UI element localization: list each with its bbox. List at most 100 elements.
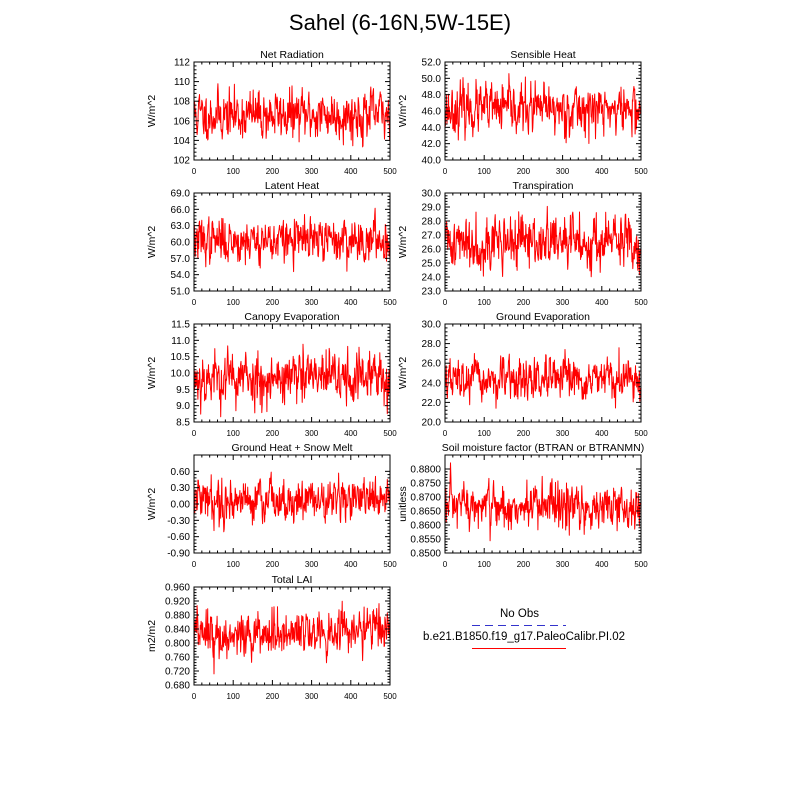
y-tick-label: 112 [174, 58, 190, 69]
y-axis-label: m2/m2 [146, 620, 158, 652]
series-line [444, 73, 642, 144]
x-tick-label: 100 [227, 298, 241, 307]
x-tick-label: 300 [556, 167, 570, 176]
y-tick-label: 0.30 [171, 483, 191, 494]
y-tick-label: 30.0 [422, 189, 442, 200]
y-tick-label: 30.0 [422, 320, 442, 331]
panel-title: Total LAI [272, 574, 313, 586]
y-tick-label: 60.0 [171, 238, 191, 249]
y-tick-label: 46.0 [422, 107, 442, 118]
panel-2: Sensible Heat W/m^2 0 100 200 300 400 500 40.0 42… [397, 49, 648, 176]
panel-title: Transpiration [513, 180, 574, 192]
y-tick-label: 108 [173, 97, 190, 108]
x-tick-label: 0 [192, 560, 197, 569]
x-tick-label: 200 [266, 692, 280, 701]
y-tick-label: 106 [173, 116, 190, 127]
x-tick-label: 500 [383, 298, 397, 307]
y-tick-label: 26.0 [422, 245, 442, 256]
x-tick-label: 400 [595, 167, 609, 176]
x-tick-label: 500 [383, 167, 397, 176]
y-tick-label: 28.0 [422, 339, 442, 350]
y-axis-label: W/m^2 [397, 357, 409, 390]
y-tick-label: 29.0 [422, 203, 442, 214]
y-axis-label: W/m^2 [397, 226, 409, 259]
y-axis-label: unitless [397, 486, 409, 522]
legend-model-line [472, 648, 566, 649]
y-axis-label: W/m^2 [146, 95, 158, 128]
y-tick-label: 0.920 [165, 597, 190, 608]
x-tick-label: 400 [595, 560, 609, 569]
y-axis-label: W/m^2 [397, 95, 409, 128]
y-tick-label: 9.5 [176, 385, 190, 396]
legend-obs-label: No Obs [500, 608, 539, 620]
y-tick-label: 24.0 [422, 378, 442, 389]
legend-obs-line [472, 625, 566, 626]
x-tick-label: 100 [478, 560, 492, 569]
x-tick-label: 200 [266, 167, 280, 176]
x-tick-label: 0 [443, 167, 448, 176]
panel-title: Net Radiation [260, 49, 324, 61]
y-tick-label: 0.8750 [410, 479, 441, 490]
x-tick-label: 200 [517, 167, 531, 176]
y-tick-label: 27.0 [422, 231, 442, 242]
y-tick-label: 8.5 [176, 418, 190, 429]
y-tick-label: -0.90 [167, 549, 190, 560]
x-tick-label: 400 [595, 298, 609, 307]
x-tick-label: 300 [305, 298, 319, 307]
y-tick-label: 22.0 [422, 398, 442, 409]
x-tick-label: 500 [383, 560, 397, 569]
y-tick-label: 102 [173, 156, 190, 167]
panel-title: Latent Heat [265, 180, 319, 192]
panel-5: Canopy Evaporation W/m^2 0 100 200 300 400 500 8… [146, 311, 397, 438]
y-tick-label: 44.0 [422, 123, 442, 134]
x-tick-label: 300 [556, 560, 570, 569]
y-tick-label: 24.0 [422, 273, 442, 284]
plot-frame [193, 61, 391, 161]
x-tick-label: 100 [478, 429, 492, 438]
y-tick-label: 0.680 [165, 681, 190, 692]
y-tick-label: 25.0 [422, 259, 442, 270]
y-tick-label: 54.0 [171, 270, 191, 281]
panel-title: Ground Heat + Snow Melt [231, 442, 352, 454]
panel-3: Latent Heat W/m^2 0 100 200 300 400 500 51.0 54.0… [146, 180, 397, 307]
x-tick-label: 200 [517, 560, 531, 569]
y-tick-label: 11.0 [171, 336, 190, 347]
x-tick-label: 200 [517, 298, 531, 307]
y-tick-label: 57.0 [171, 254, 191, 265]
y-axis-label: W/m^2 [146, 226, 158, 259]
y-tick-label: 40.0 [422, 156, 442, 167]
series-line [193, 471, 391, 533]
x-tick-label: 200 [517, 429, 531, 438]
y-tick-label: 0.8700 [410, 493, 441, 504]
x-tick-label: 100 [478, 167, 492, 176]
x-tick-label: 400 [344, 560, 358, 569]
page-title: Sahel (6-16N,5W-15E) [288, 10, 512, 35]
y-tick-label: 0.760 [165, 653, 190, 664]
y-tick-label: 23.0 [422, 287, 442, 298]
panel-6: Ground Evaporation W/m^2 0 100 200 300 400 500 2… [397, 311, 648, 438]
y-tick-label: 42.0 [422, 139, 442, 150]
y-tick-label: 26.0 [422, 359, 442, 370]
x-tick-label: 200 [266, 429, 280, 438]
panel-title: Canopy Evaporation [244, 311, 339, 323]
x-tick-label: 300 [556, 298, 570, 307]
y-axis-label: W/m^2 [146, 488, 158, 521]
y-tick-label: 52.0 [422, 58, 442, 69]
x-tick-label: 200 [266, 298, 280, 307]
y-tick-label: 0.840 [165, 625, 190, 636]
y-tick-label: 63.0 [171, 221, 191, 232]
x-tick-label: 500 [634, 167, 648, 176]
y-tick-label: 0.8650 [410, 507, 441, 518]
y-tick-label: 11.5 [171, 320, 190, 331]
y-tick-label: 0.60 [171, 467, 191, 478]
y-tick-label: 0.800 [165, 639, 190, 650]
y-tick-label: 0.8500 [410, 549, 441, 560]
panel-title: Ground Evaporation [496, 311, 590, 323]
x-tick-label: 400 [344, 167, 358, 176]
x-tick-label: 0 [443, 560, 448, 569]
y-tick-label: 69.0 [171, 189, 191, 200]
plot-frame [193, 586, 391, 686]
y-tick-label: 0.880 [165, 611, 190, 622]
x-tick-label: 100 [227, 692, 241, 701]
y-tick-label: 48.0 [422, 90, 442, 101]
